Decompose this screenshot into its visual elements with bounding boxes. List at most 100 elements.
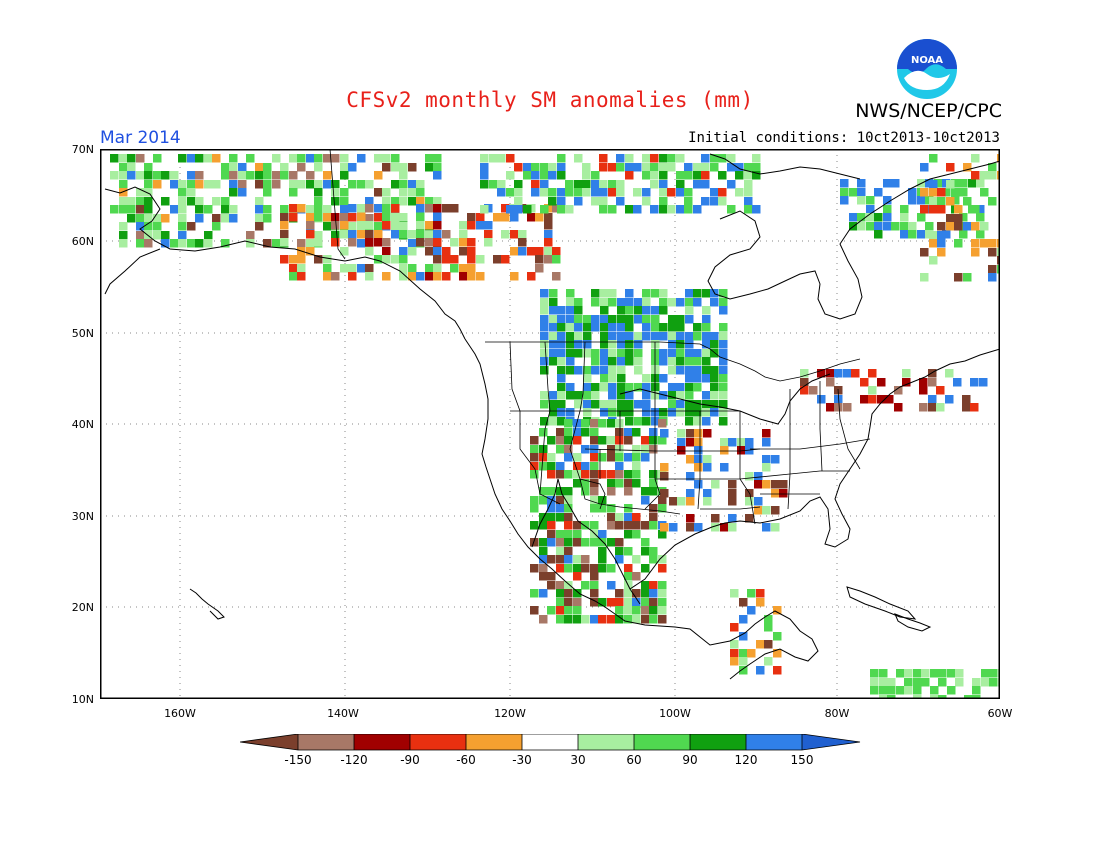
anomaly-cell (539, 428, 548, 437)
anomaly-cell (581, 419, 590, 428)
anomaly-cell (615, 555, 624, 564)
anomaly-cell (323, 180, 332, 189)
colorbar-label-m150: -150 (284, 753, 312, 767)
anomaly-cell (868, 386, 877, 395)
anomaly-cell (920, 163, 929, 172)
anomaly-cell (590, 564, 599, 573)
anomaly-cell (590, 530, 599, 539)
anomaly-cell (552, 247, 561, 256)
anomaly-cell (557, 163, 566, 172)
anomaly-cell (800, 378, 809, 387)
anomaly-cell (573, 615, 582, 624)
anomaly-cell (374, 222, 383, 231)
anomaly-cell (161, 231, 170, 240)
anomaly-cell (416, 272, 425, 281)
anomaly-cell (591, 391, 600, 400)
anomaly-cell (566, 289, 575, 298)
anomaly-cell (720, 463, 729, 472)
anomaly-cell (178, 205, 187, 214)
anomaly-cell (972, 686, 981, 695)
anomaly-cell (238, 171, 247, 180)
anomaly-cell (556, 581, 565, 590)
anomaly-cell (764, 623, 773, 632)
anomaly-cell (549, 298, 558, 307)
anomaly-cell (144, 222, 153, 231)
anomaly-cell (574, 391, 583, 400)
anomaly-cell (624, 615, 633, 624)
anomaly-cell (632, 606, 641, 615)
anomaly-cell (530, 453, 539, 462)
colorbar-label-120: 120 (734, 753, 758, 767)
anomaly-cell (514, 188, 523, 197)
anomaly-cell (659, 205, 668, 214)
anomaly-cell (408, 188, 417, 197)
anomaly-cell (255, 205, 264, 214)
anomaly-cell (607, 615, 616, 624)
anomaly-cell (634, 340, 643, 349)
anomaly-cell (399, 222, 408, 231)
anomaly-cell (450, 238, 459, 247)
anomaly-cell (598, 419, 607, 428)
anomaly-cell (340, 205, 349, 214)
anomaly-cell (908, 230, 917, 239)
anomaly-cell (840, 196, 849, 205)
anomaly-cell (685, 366, 694, 375)
anomaly-cell (399, 197, 408, 206)
anomaly-cell (920, 248, 929, 257)
anomaly-cell (212, 197, 221, 206)
anomaly-cell (930, 686, 939, 695)
anomaly-cell (501, 230, 510, 239)
anomaly-cell (762, 455, 771, 464)
anomaly-cell (617, 349, 626, 358)
anomaly-cell (314, 163, 323, 172)
anomaly-cell (642, 323, 651, 332)
anomaly-cell (964, 695, 973, 699)
anomaly-cell (365, 238, 374, 247)
anomaly-cell (677, 446, 686, 455)
anomaly-cell (565, 180, 574, 189)
anomaly-cell (391, 230, 400, 239)
anomaly-cell (600, 383, 609, 392)
anomaly-cell (607, 538, 616, 547)
anomaly-cell (348, 204, 357, 213)
anomaly-cell (607, 513, 616, 522)
anomaly-cell (701, 197, 710, 206)
anomaly-cell (658, 555, 667, 564)
anomaly-cell (711, 480, 720, 489)
anomaly-cell (817, 395, 826, 404)
anomaly-cell (617, 332, 626, 341)
anomaly-cell (549, 323, 558, 332)
anomaly-cell (599, 188, 608, 197)
anomaly-cell (685, 298, 694, 307)
anomaly-cell (566, 315, 575, 324)
anomaly-cell (416, 180, 425, 189)
anomaly-cell (658, 589, 667, 598)
anomaly-cell (617, 340, 626, 349)
anomaly-cell (195, 239, 204, 248)
anomaly-cell (153, 214, 162, 223)
anomaly-cell (676, 298, 685, 307)
anomaly-cell (127, 163, 136, 172)
anomaly-cell (564, 547, 573, 556)
anomaly-cell (119, 222, 128, 231)
anomaly-cell (297, 239, 306, 248)
anomaly-cell (971, 205, 980, 214)
anomaly-cell (981, 669, 990, 678)
anomaly-cell (564, 615, 573, 624)
anomaly-cell (539, 462, 548, 471)
anomaly-cell (591, 188, 600, 197)
anomaly-cell (408, 180, 417, 189)
anomaly-cell (467, 238, 476, 247)
anomaly-cell (617, 374, 626, 383)
anomaly-cell (686, 523, 695, 532)
anomaly-cell (988, 163, 997, 172)
anomaly-cell (624, 598, 633, 607)
anomaly-cell (548, 163, 557, 172)
anomaly-cell (693, 289, 702, 298)
anomaly-cell (357, 154, 366, 163)
anomaly-cell (583, 366, 592, 375)
anomaly-cell (212, 180, 221, 189)
anomaly-cell (756, 666, 765, 675)
anomaly-cell (771, 455, 780, 464)
anomaly-cell (894, 386, 903, 395)
